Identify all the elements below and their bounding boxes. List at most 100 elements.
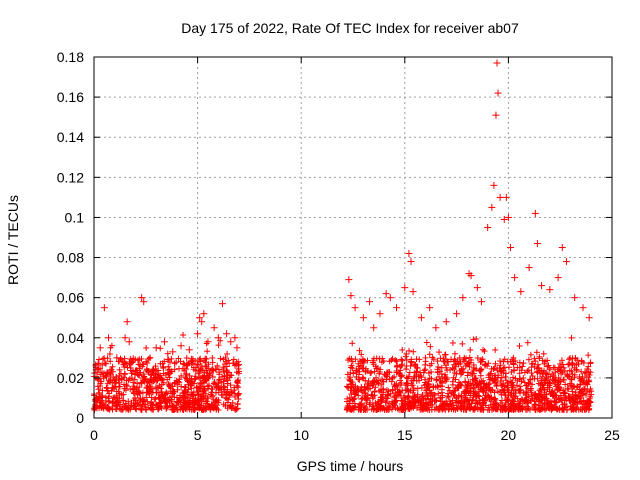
data-point	[517, 288, 525, 296]
data-point	[538, 282, 546, 290]
scatter-point	[122, 387, 129, 394]
scatter-point	[400, 406, 407, 413]
scatter-point	[383, 395, 390, 402]
scatter-point	[99, 392, 106, 399]
scatter-point	[494, 365, 501, 372]
scatter-point	[434, 368, 441, 375]
scatter-point	[399, 357, 406, 364]
scatter-point	[523, 382, 530, 389]
scatter-point	[220, 356, 227, 363]
scatter-point	[131, 395, 138, 402]
data-point	[233, 344, 241, 352]
scatter-point	[151, 374, 158, 381]
scatter-point	[136, 397, 143, 404]
scatter-point	[467, 388, 474, 395]
scatter-point	[362, 377, 369, 384]
scatter-point	[354, 385, 361, 392]
scatter-point	[548, 405, 555, 412]
scatter-point	[356, 365, 363, 372]
scatter-point	[374, 365, 381, 372]
scatter-point	[120, 397, 127, 404]
scatter-point	[104, 380, 111, 387]
scatter-point	[497, 368, 504, 375]
scatter-point	[477, 404, 484, 411]
scatter-point	[98, 378, 105, 385]
scatter-point	[231, 362, 238, 369]
scatter-point	[536, 404, 543, 411]
scatter-point	[527, 376, 534, 383]
scatter-point	[139, 375, 146, 382]
scatter-point	[467, 346, 474, 353]
scatter-point	[235, 370, 242, 377]
scatter-point	[163, 389, 170, 396]
data-point	[386, 294, 394, 302]
data-point	[210, 324, 218, 332]
scatter-point	[472, 397, 479, 404]
scatter-point	[541, 401, 548, 408]
scatter-point	[519, 363, 526, 370]
scatter-point	[108, 387, 115, 394]
scatter-point	[585, 397, 592, 404]
data-point	[366, 298, 374, 306]
scatter-point	[468, 400, 475, 407]
scatter-point	[501, 403, 508, 410]
scatter-point	[138, 406, 145, 413]
scatter-point	[364, 406, 371, 413]
data-point	[370, 324, 378, 332]
y-tick-label: 0	[76, 410, 84, 426]
scatter-point	[560, 376, 567, 383]
data-point	[214, 334, 222, 342]
scatter-point	[399, 346, 406, 353]
scatter-point	[348, 355, 355, 362]
scatter-point	[544, 380, 551, 387]
scatter-point	[92, 403, 99, 410]
scatter-point	[197, 367, 204, 374]
scatter-point	[459, 402, 466, 409]
scatter-point	[479, 388, 486, 395]
scatter-point	[148, 405, 155, 412]
scatter-point	[522, 390, 529, 397]
scatter-point	[391, 393, 398, 400]
scatter-point	[101, 360, 108, 367]
scatter-point	[446, 398, 453, 405]
scatter-point	[545, 397, 552, 404]
scatter-point	[194, 401, 201, 408]
scatter-point	[130, 379, 137, 386]
scatter-point	[559, 406, 566, 413]
scatter-point	[471, 377, 478, 384]
scatter-point	[520, 360, 527, 367]
data-point	[558, 244, 566, 252]
scatter-point	[120, 391, 127, 398]
scatter-point	[494, 388, 501, 395]
scatter-point	[453, 399, 460, 406]
scatter-point	[156, 394, 163, 401]
scatter-point	[427, 402, 434, 409]
scatter-point	[406, 347, 413, 354]
y-tick-label: 0.1	[65, 209, 85, 225]
scatter-point	[364, 385, 371, 392]
scatter-point	[212, 398, 219, 405]
scatter-point	[235, 395, 242, 402]
scatter-point	[445, 394, 452, 401]
data-point	[160, 338, 168, 346]
scatter-point	[422, 358, 429, 365]
scatter-point	[459, 340, 466, 347]
x-tick-labels: 0 5 10 15 20 25	[90, 427, 620, 443]
scatter-point	[129, 386, 136, 393]
scatter-point	[116, 366, 123, 373]
scatter-point	[151, 396, 158, 403]
data-point	[393, 304, 401, 312]
scatter-point	[481, 348, 488, 355]
data-point	[96, 344, 104, 352]
scatter-point	[104, 387, 111, 394]
data-point	[123, 318, 131, 326]
scatter-point	[539, 396, 546, 403]
scatter-point	[177, 392, 184, 399]
scatter-point	[97, 383, 104, 390]
scatter-point	[494, 380, 501, 387]
scatter-point	[225, 391, 232, 398]
scatter-point	[154, 406, 161, 413]
scatter-point	[493, 399, 500, 406]
scatter-point	[580, 385, 587, 392]
scatter-point	[195, 370, 202, 377]
